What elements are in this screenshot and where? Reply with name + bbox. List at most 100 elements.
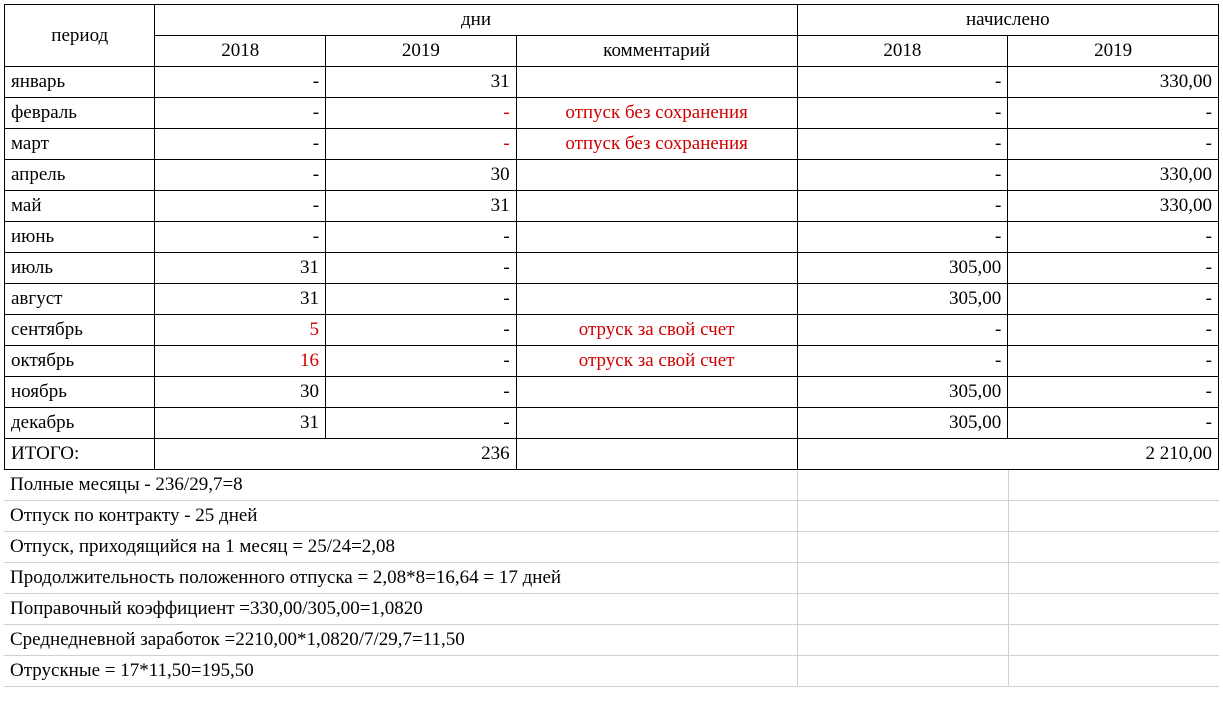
notes-empty-cell: [1008, 656, 1219, 687]
cell-period: декабрь: [5, 408, 155, 439]
cell-comment: [516, 222, 797, 253]
cell-a2019: -: [1008, 346, 1219, 377]
cell-d2018: 5: [155, 315, 326, 346]
notes-block: Полные месяцы - 236/29,7=8Отпуск по конт…: [4, 470, 1219, 687]
total-label: ИТОГО:: [5, 439, 155, 470]
total-comment-blank: [516, 439, 797, 470]
notes-row: Отрускные = 17*11,50=195,50: [4, 656, 1219, 687]
cell-d2018: 31: [155, 284, 326, 315]
cell-a2019: -: [1008, 98, 1219, 129]
col-period-header: период: [5, 5, 155, 67]
notes-row: Полные месяцы - 236/29,7=8: [4, 470, 1219, 501]
cell-d2018: 16: [155, 346, 326, 377]
cell-d2018: -: [155, 191, 326, 222]
cell-d2018: 31: [155, 253, 326, 284]
col-comment-header: комментарий: [516, 36, 797, 67]
cell-a2019: -: [1008, 129, 1219, 160]
cell-d2019: -: [326, 284, 517, 315]
notes-empty-cell: [1008, 625, 1219, 656]
cell-a2018: 305,00: [797, 408, 1008, 439]
notes-empty-cell: [797, 656, 1008, 687]
cell-a2019: -: [1008, 284, 1219, 315]
cell-d2019: -: [326, 129, 517, 160]
cell-a2018: -: [797, 160, 1008, 191]
cell-a2018: -: [797, 98, 1008, 129]
cell-d2018: 30: [155, 377, 326, 408]
cell-a2019: -: [1008, 408, 1219, 439]
table-row: сентябрь5-отруск за свой счет--: [5, 315, 1219, 346]
cell-a2018: -: [797, 67, 1008, 98]
cell-comment: отпуск без сохранения: [516, 98, 797, 129]
cell-comment: [516, 377, 797, 408]
table-row: май-31-330,00: [5, 191, 1219, 222]
cell-a2019: -: [1008, 253, 1219, 284]
notes-line: Отрускные = 17*11,50=195,50: [4, 656, 797, 687]
cell-d2018: -: [155, 222, 326, 253]
col-days-header: дни: [155, 5, 797, 36]
notes-row: Поправочный коэффициент =330,00/305,00=1…: [4, 594, 1219, 625]
notes-empty-cell: [797, 532, 1008, 563]
cell-period: февраль: [5, 98, 155, 129]
cell-a2018: -: [797, 222, 1008, 253]
table-header-row-2: 2018 2019 комментарий 2018 2019: [5, 36, 1219, 67]
cell-comment: [516, 284, 797, 315]
cell-a2019: 330,00: [1008, 191, 1219, 222]
cell-a2018: -: [797, 191, 1008, 222]
cell-d2019: 31: [326, 67, 517, 98]
cell-comment: [516, 191, 797, 222]
cell-d2019: 31: [326, 191, 517, 222]
cell-d2018: -: [155, 129, 326, 160]
cell-a2018: -: [797, 129, 1008, 160]
notes-empty-cell: [1008, 470, 1219, 501]
cell-comment: [516, 253, 797, 284]
table-row: октябрь16-отруск за свой счет--: [5, 346, 1219, 377]
table-row: январь-31-330,00: [5, 67, 1219, 98]
cell-period: март: [5, 129, 155, 160]
cell-comment: отруск за свой счет: [516, 346, 797, 377]
cell-period: август: [5, 284, 155, 315]
cell-period: апрель: [5, 160, 155, 191]
notes-empty-cell: [1008, 532, 1219, 563]
cell-period: май: [5, 191, 155, 222]
cell-a2019: 330,00: [1008, 160, 1219, 191]
notes-line: Поправочный коэффициент =330,00/305,00=1…: [4, 594, 797, 625]
cell-comment: [516, 67, 797, 98]
notes-row: Продолжительность положенного отпуска = …: [4, 563, 1219, 594]
notes-line: Среднедневной заработок =2210,00*1,0820/…: [4, 625, 797, 656]
cell-a2019: -: [1008, 377, 1219, 408]
table-row: август31-305,00-: [5, 284, 1219, 315]
cell-period: ноябрь: [5, 377, 155, 408]
cell-a2018: 305,00: [797, 284, 1008, 315]
notes-empty-cell: [797, 563, 1008, 594]
notes-line: Отпуск по контракту - 25 дней: [4, 501, 797, 532]
notes-empty-cell: [797, 625, 1008, 656]
cell-d2019: -: [326, 377, 517, 408]
notes-row: Отпуск по контракту - 25 дней: [4, 501, 1219, 532]
cell-d2018: -: [155, 160, 326, 191]
cell-period: январь: [5, 67, 155, 98]
notes-empty-cell: [1008, 501, 1219, 532]
cell-a2019: -: [1008, 315, 1219, 346]
table-row: апрель-30-330,00: [5, 160, 1219, 191]
notes-row: Среднедневной заработок =2210,00*1,0820/…: [4, 625, 1219, 656]
total-days: 236: [155, 439, 516, 470]
col-days-2018-header: 2018: [155, 36, 326, 67]
cell-d2019: -: [326, 315, 517, 346]
cell-comment: [516, 160, 797, 191]
cell-d2019: -: [326, 346, 517, 377]
cell-a2018: -: [797, 346, 1008, 377]
cell-d2019: -: [326, 98, 517, 129]
cell-a2018: 305,00: [797, 253, 1008, 284]
cell-period: октябрь: [5, 346, 155, 377]
notes-line: Отпуск, приходящийся на 1 месяц = 25/24=…: [4, 532, 797, 563]
cell-d2018: 31: [155, 408, 326, 439]
cell-d2018: -: [155, 67, 326, 98]
total-accrued: 2 210,00: [797, 439, 1218, 470]
notes-line: Продолжительность положенного отпуска = …: [4, 563, 797, 594]
cell-a2018: -: [797, 315, 1008, 346]
cell-d2019: -: [326, 222, 517, 253]
notes-empty-cell: [797, 470, 1008, 501]
cell-period: июнь: [5, 222, 155, 253]
table-total-row: ИТОГО: 236 2 210,00: [5, 439, 1219, 470]
notes-line: Полные месяцы - 236/29,7=8: [4, 470, 797, 501]
